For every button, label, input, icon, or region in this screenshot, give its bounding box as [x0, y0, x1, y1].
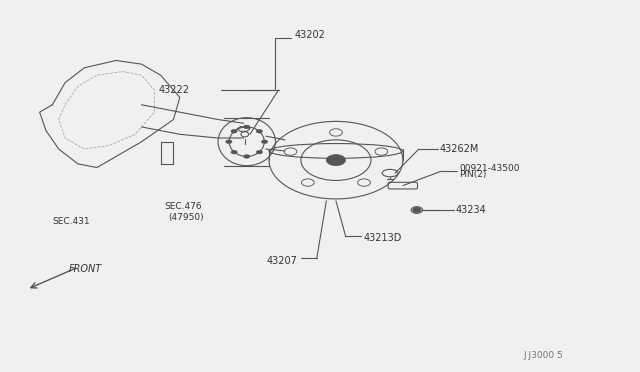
Text: 43262M: 43262M [440, 144, 479, 154]
Circle shape [231, 150, 237, 154]
Circle shape [256, 150, 262, 154]
Circle shape [244, 125, 250, 129]
Circle shape [256, 129, 262, 133]
Circle shape [326, 155, 346, 166]
Text: SEC.476: SEC.476 [164, 202, 202, 211]
Circle shape [226, 140, 232, 144]
Text: FRONT: FRONT [68, 264, 102, 274]
Text: PIN(2): PIN(2) [459, 170, 486, 179]
Text: J J3000 5: J J3000 5 [524, 351, 564, 360]
Circle shape [261, 140, 268, 144]
Text: 43207: 43207 [267, 256, 298, 266]
Circle shape [231, 129, 237, 133]
Circle shape [244, 155, 250, 158]
Circle shape [413, 208, 420, 212]
Text: 43213D: 43213D [364, 233, 402, 243]
Text: 43234: 43234 [456, 205, 486, 215]
Text: 43202: 43202 [294, 31, 325, 40]
Text: (47950): (47950) [168, 213, 204, 222]
Text: SEC.431: SEC.431 [52, 217, 90, 225]
Text: 43222: 43222 [158, 85, 189, 95]
Text: 00921-43500: 00921-43500 [459, 164, 520, 173]
